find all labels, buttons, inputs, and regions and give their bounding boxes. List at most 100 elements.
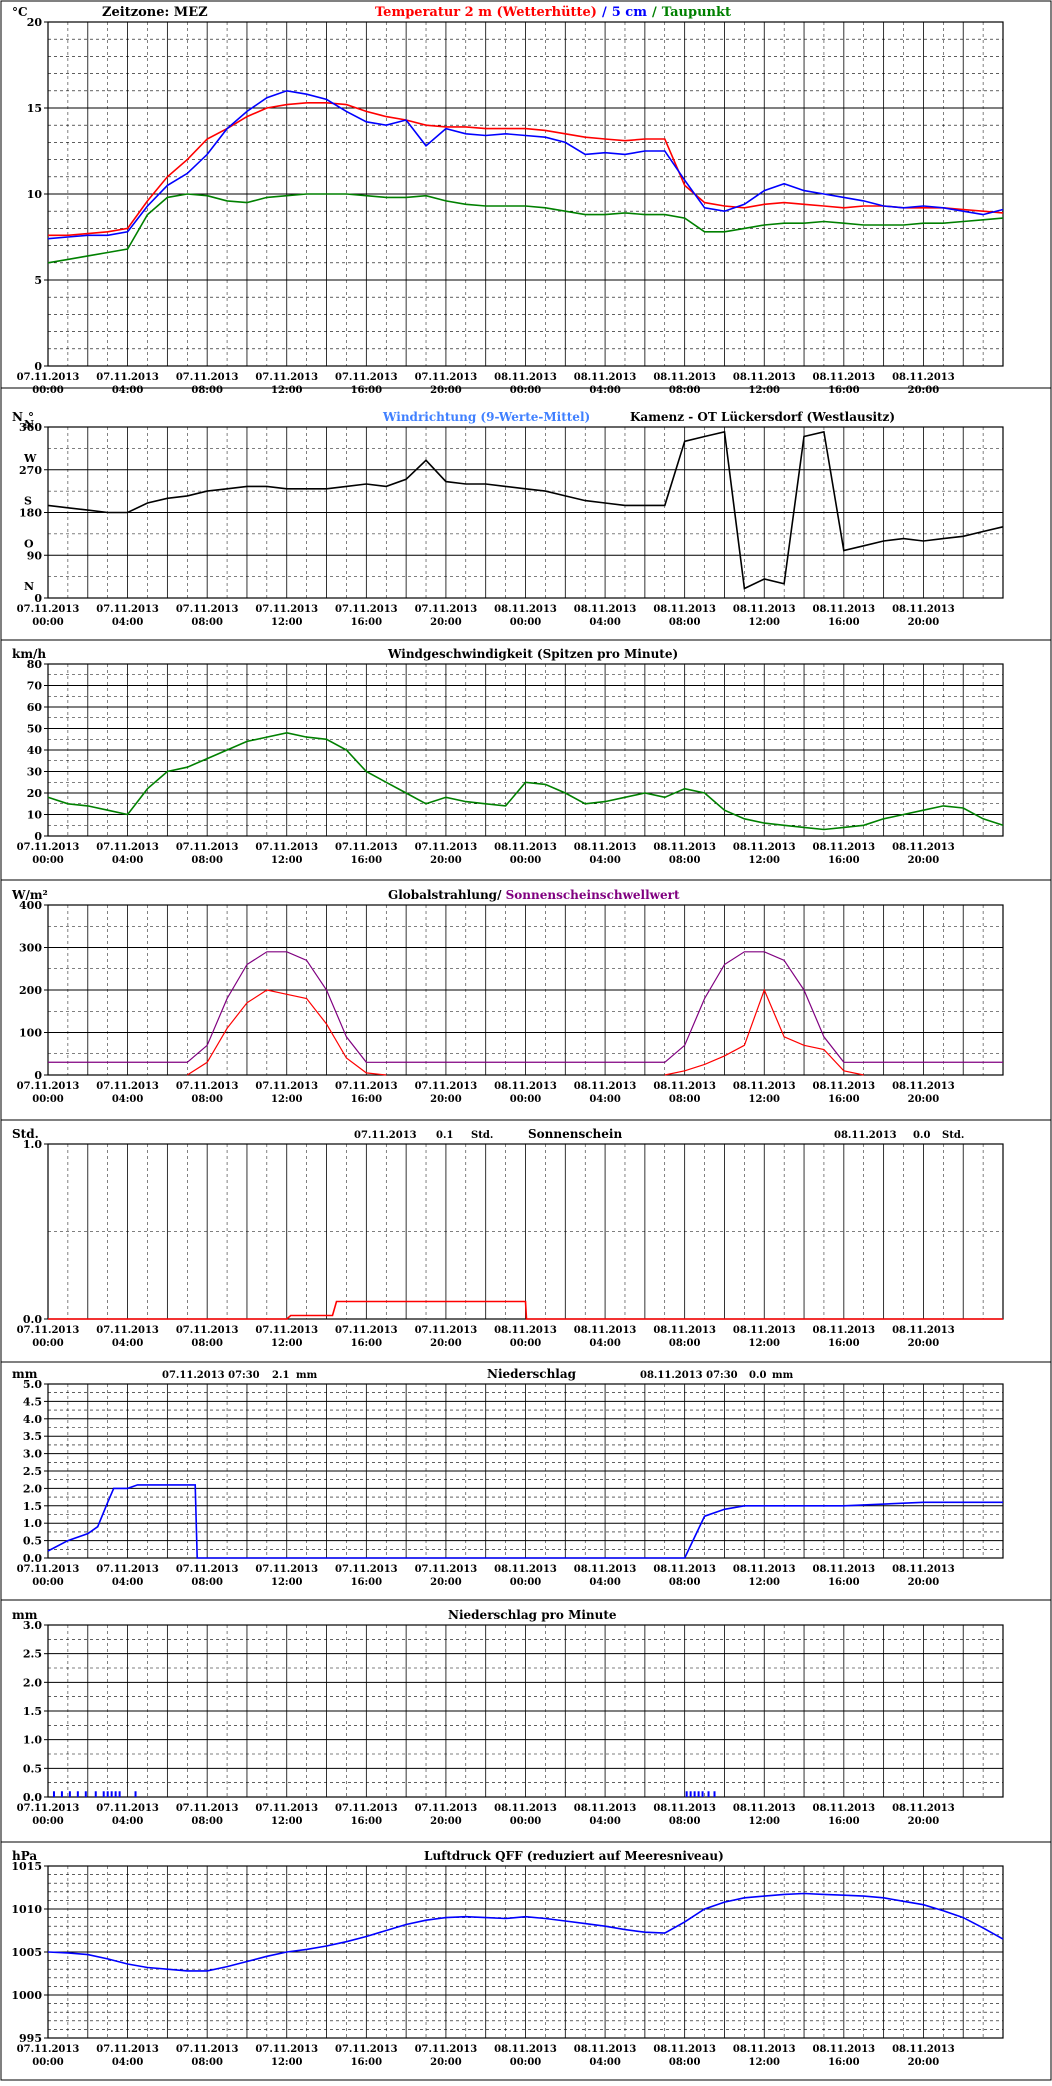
x-tick-date: 08.11.2013 bbox=[813, 1081, 876, 1092]
title-part: Taupunkt bbox=[662, 5, 731, 20]
x-tick-date: 07.11.2013 bbox=[17, 2044, 80, 2055]
x-tick-date: 08.11.2013 bbox=[733, 1803, 796, 1814]
x-tick-date: 07.11.2013 bbox=[415, 842, 478, 853]
precip-minute-bar bbox=[697, 1791, 700, 1797]
x-tick-date: 07.11.2013 bbox=[17, 842, 80, 853]
x-tick-date: 08.11.2013 bbox=[892, 1081, 955, 1092]
series-line-green bbox=[47, 193, 1004, 264]
y-tick-label: 4.0 bbox=[23, 1413, 42, 1426]
x-tick-time: 20:00 bbox=[908, 1094, 940, 1105]
precip-minute-bar bbox=[106, 1791, 109, 1797]
x-tick-time: 04:00 bbox=[112, 855, 144, 866]
x-tick-time: 16:00 bbox=[351, 2057, 383, 2068]
title-part: / bbox=[602, 5, 607, 20]
x-tick-date: 07.11.2013 bbox=[255, 842, 318, 853]
x-tick-date: 07.11.2013 bbox=[176, 2044, 239, 2055]
x-tick-date: 07.11.2013 bbox=[415, 1803, 478, 1814]
x-tick-time: 00:00 bbox=[510, 855, 542, 866]
y-tick-label: 5 bbox=[34, 274, 42, 287]
x-tick-date: 07.11.2013 bbox=[335, 1803, 398, 1814]
x-tick-time: 12:00 bbox=[748, 1094, 780, 1105]
x-tick-date: 08.11.2013 bbox=[813, 1564, 876, 1575]
y-tick-label: 15 bbox=[27, 102, 42, 115]
x-tick-date: 07.11.2013 bbox=[96, 372, 159, 383]
x-tick-time: 20:00 bbox=[908, 855, 940, 866]
x-tick-time: 16:00 bbox=[351, 855, 383, 866]
compass-label: N bbox=[24, 418, 34, 431]
x-tick-time: 04:00 bbox=[589, 1816, 621, 1827]
x-tick-time: 12:00 bbox=[748, 1577, 780, 1588]
y-tick-label: 200 bbox=[19, 984, 42, 997]
x-tick-date: 07.11.2013 bbox=[176, 1081, 239, 1092]
y-tick-label: 0 bbox=[34, 830, 42, 843]
y-tick-label: 0.0 bbox=[23, 1313, 42, 1326]
x-tick-time: 12:00 bbox=[748, 1816, 780, 1827]
x-tick-time: 16:00 bbox=[828, 1338, 860, 1349]
summary-date: 07.11.2013 bbox=[354, 1130, 417, 1141]
series-line-black bbox=[47, 430, 1004, 590]
compass-label: W bbox=[23, 452, 37, 465]
y-tick-label: 1010 bbox=[11, 1903, 42, 1916]
summary-value: 0.0 bbox=[913, 1130, 930, 1141]
x-tick-date: 08.11.2013 bbox=[653, 2044, 716, 2055]
x-tick-time: 00:00 bbox=[32, 385, 64, 396]
summary-date: 08.11.2013 07:30 bbox=[640, 1370, 738, 1381]
x-tick-time: 12:00 bbox=[271, 1338, 303, 1349]
x-tick-time: 20:00 bbox=[908, 385, 940, 396]
x-tick-time: 12:00 bbox=[748, 1338, 780, 1349]
x-tick-time: 00:00 bbox=[510, 617, 542, 628]
title-part: Temperatur 2 m (Wetterhütte) bbox=[375, 5, 597, 20]
x-tick-time: 00:00 bbox=[32, 1816, 64, 1827]
x-tick-time: 00:00 bbox=[32, 1577, 64, 1588]
x-tick-time: 04:00 bbox=[112, 1577, 144, 1588]
chart-panel-5: 0.01.0Std.07.11.201300:0007.11.201304:00… bbox=[12, 1127, 1004, 1349]
x-tick-time: 20:00 bbox=[430, 2057, 462, 2068]
x-tick-time: 20:00 bbox=[430, 385, 462, 396]
x-tick-time: 20:00 bbox=[908, 1816, 940, 1827]
precip-minute-bar bbox=[110, 1791, 113, 1797]
y-tick-label: 90 bbox=[27, 549, 43, 562]
x-tick-date: 07.11.2013 bbox=[335, 372, 398, 383]
radiation-line-day2 bbox=[664, 988, 864, 1076]
x-tick-time: 08:00 bbox=[191, 2057, 223, 2068]
x-tick-time: 08:00 bbox=[191, 855, 223, 866]
x-tick-date: 08.11.2013 bbox=[813, 1325, 876, 1336]
x-tick-date: 08.11.2013 bbox=[892, 372, 955, 383]
x-tick-time: 00:00 bbox=[510, 1577, 542, 1588]
x-tick-date: 07.11.2013 bbox=[335, 1564, 398, 1575]
y-tick-label: 270 bbox=[19, 464, 42, 477]
x-tick-date: 08.11.2013 bbox=[494, 604, 557, 615]
x-tick-time: 20:00 bbox=[908, 1338, 940, 1349]
y-tick-label: 20 bbox=[27, 787, 43, 800]
precip-minute-bar bbox=[68, 1791, 71, 1797]
chart-panel-1: 0 5 10 15 20°C 07.11.2013 00:00 07.11.2013 04:00… bbox=[12, 5, 1004, 396]
series-line-blue bbox=[47, 89, 1004, 240]
x-tick-time: 16:00 bbox=[828, 617, 860, 628]
summary-date: 07.11.2013 07:30 bbox=[162, 1370, 260, 1381]
precip-minute-bar bbox=[84, 1791, 87, 1797]
x-tick-time: 20:00 bbox=[430, 1577, 462, 1588]
x-tick-time: 04:00 bbox=[589, 385, 621, 396]
y-tick-label: 995 bbox=[19, 2032, 42, 2045]
y-tick-label: 30 bbox=[27, 766, 43, 779]
title-part: Globalstrahlung bbox=[388, 888, 498, 902]
chart-title: Globalstrahlung/ Sonnenscheinschwellwert bbox=[388, 888, 680, 902]
x-tick-time: 16:00 bbox=[828, 1577, 860, 1588]
x-tick-date: 08.11.2013 bbox=[653, 1803, 716, 1814]
y-tick-label: 0 bbox=[34, 592, 42, 605]
precip-minute-bar bbox=[701, 1791, 704, 1797]
x-tick-date: 07.11.2013 bbox=[335, 604, 398, 615]
x-tick-date: 08.11.2013 bbox=[892, 1564, 955, 1575]
compass-label: O bbox=[24, 537, 34, 550]
x-tick-date: 08.11.2013 bbox=[813, 372, 876, 383]
y-tick-label: 3.0 bbox=[23, 1448, 42, 1461]
series-line-green bbox=[47, 731, 1004, 831]
x-tick-date: 07.11.2013 bbox=[176, 1564, 239, 1575]
x-tick-time: 16:00 bbox=[828, 1094, 860, 1105]
x-tick-date: 07.11.2013 bbox=[17, 1325, 80, 1336]
precip-minute-bar bbox=[134, 1791, 137, 1797]
